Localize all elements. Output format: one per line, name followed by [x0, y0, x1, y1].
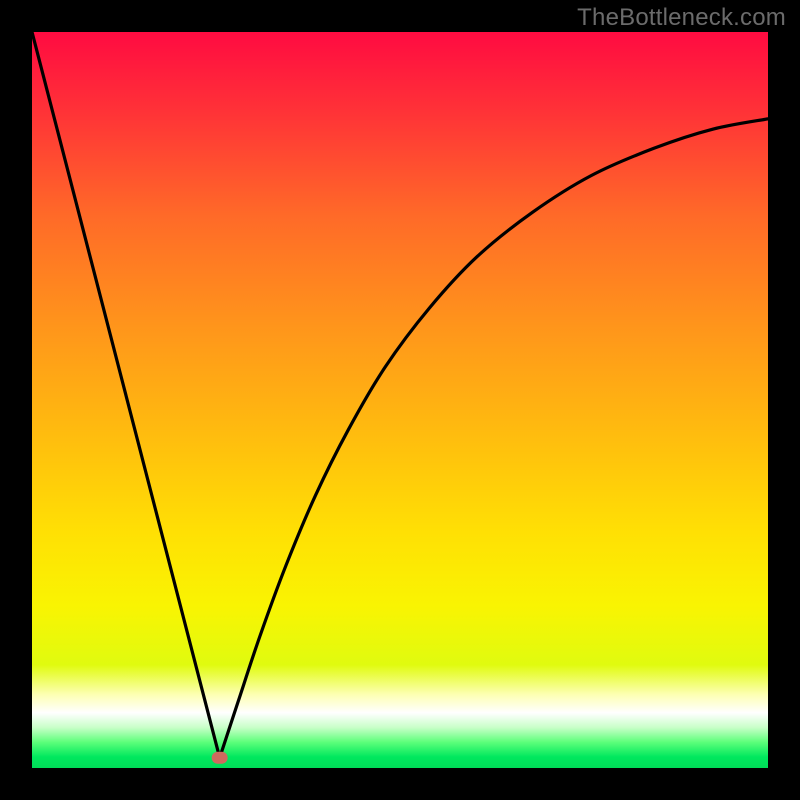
plot-area	[32, 32, 768, 768]
watermark-text: TheBottleneck.com	[577, 4, 786, 32]
plot-svg	[32, 32, 768, 768]
minimum-marker	[212, 752, 228, 764]
gradient-background	[32, 32, 768, 768]
